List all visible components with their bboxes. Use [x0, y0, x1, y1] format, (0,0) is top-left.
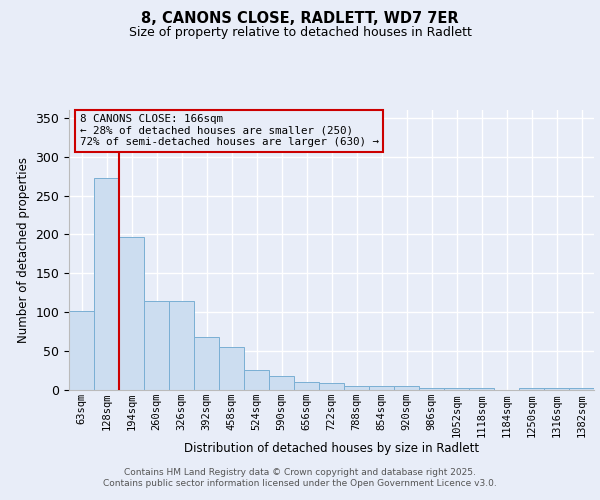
Bar — [294, 382, 319, 390]
Bar — [194, 337, 219, 390]
Bar — [544, 388, 569, 390]
Bar — [419, 388, 444, 390]
Bar — [469, 388, 494, 390]
Y-axis label: Number of detached properties: Number of detached properties — [17, 157, 30, 343]
Bar — [219, 347, 244, 390]
Bar — [344, 386, 369, 390]
Bar — [519, 388, 544, 390]
Bar — [394, 386, 419, 390]
Text: 8 CANONS CLOSE: 166sqm
← 28% of detached houses are smaller (250)
72% of semi-de: 8 CANONS CLOSE: 166sqm ← 28% of detached… — [79, 114, 379, 148]
Text: Size of property relative to detached houses in Radlett: Size of property relative to detached ho… — [128, 26, 472, 39]
Bar — [94, 178, 119, 390]
Bar — [144, 300, 169, 390]
X-axis label: Distribution of detached houses by size in Radlett: Distribution of detached houses by size … — [184, 442, 479, 455]
Bar — [169, 300, 194, 390]
Bar — [269, 376, 294, 390]
Bar — [319, 383, 344, 390]
Bar — [444, 388, 469, 390]
Text: Contains HM Land Registry data © Crown copyright and database right 2025.
Contai: Contains HM Land Registry data © Crown c… — [103, 468, 497, 487]
Bar — [244, 370, 269, 390]
Bar — [369, 386, 394, 390]
Bar — [569, 388, 594, 390]
Bar — [69, 310, 94, 390]
Bar — [119, 237, 144, 390]
Text: 8, CANONS CLOSE, RADLETT, WD7 7ER: 8, CANONS CLOSE, RADLETT, WD7 7ER — [141, 11, 459, 26]
